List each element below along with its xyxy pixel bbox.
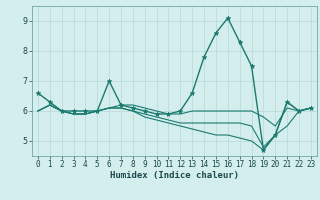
X-axis label: Humidex (Indice chaleur): Humidex (Indice chaleur) [110,171,239,180]
